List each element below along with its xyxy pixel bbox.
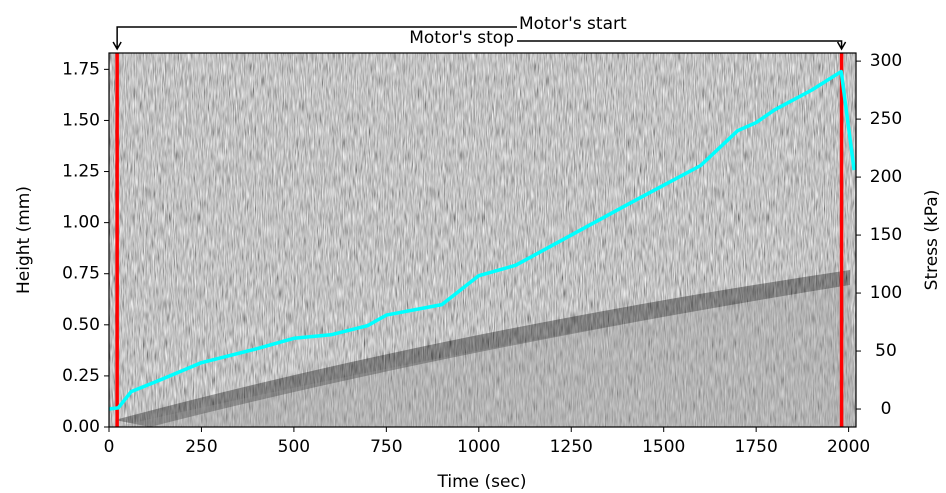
y2-tick-label: 100 bbox=[870, 283, 902, 303]
y-tick-label: 0.25 bbox=[62, 366, 100, 386]
background-image bbox=[109, 53, 856, 427]
y2-tick-label: 150 bbox=[870, 225, 902, 245]
y2-tick-label: 300 bbox=[870, 51, 902, 71]
x-tick-label: 500 bbox=[278, 437, 310, 457]
y-tick-label: 0.75 bbox=[62, 264, 100, 284]
y2-axis-label: Stress (kPa) bbox=[922, 190, 942, 291]
y2-tick-label: 200 bbox=[870, 167, 902, 187]
y2-tick-label: 0 bbox=[881, 399, 892, 419]
annotation-text: Motor's start bbox=[519, 14, 627, 34]
y-tick-label: 1.75 bbox=[62, 59, 100, 79]
plot-frame bbox=[108, 52, 857, 428]
y2-tick-label: 250 bbox=[870, 109, 902, 129]
x-tick-label: 250 bbox=[185, 437, 217, 457]
stress-line bbox=[108, 69, 856, 411]
x-tick-label: 1250 bbox=[550, 437, 593, 457]
y-axis-label: Height (mm) bbox=[14, 186, 34, 294]
y-tick-label: 1.50 bbox=[62, 110, 100, 130]
y-tick-label: 0.50 bbox=[62, 315, 100, 335]
y2-tick-label: 50 bbox=[875, 341, 897, 361]
y-tick-label: 0.00 bbox=[62, 417, 100, 437]
annotation-arrow bbox=[517, 40, 847, 51]
plot-marks bbox=[108, 53, 856, 427]
x-tick-label: 1000 bbox=[457, 437, 500, 457]
annotation-arrow bbox=[112, 26, 517, 51]
x-tick-label: 0 bbox=[104, 437, 115, 457]
x-tick-label: 1750 bbox=[735, 437, 778, 457]
y-tick-label: 1.25 bbox=[62, 162, 100, 182]
y-tick-label: 1.00 bbox=[62, 213, 100, 233]
x-tick-label: 2000 bbox=[827, 437, 870, 457]
x-axis-label: Time (sec) bbox=[437, 472, 527, 492]
x-tick-label: 750 bbox=[370, 437, 402, 457]
annotation-text: Motor's stop bbox=[409, 28, 514, 48]
x-tick-label: 1500 bbox=[642, 437, 685, 457]
